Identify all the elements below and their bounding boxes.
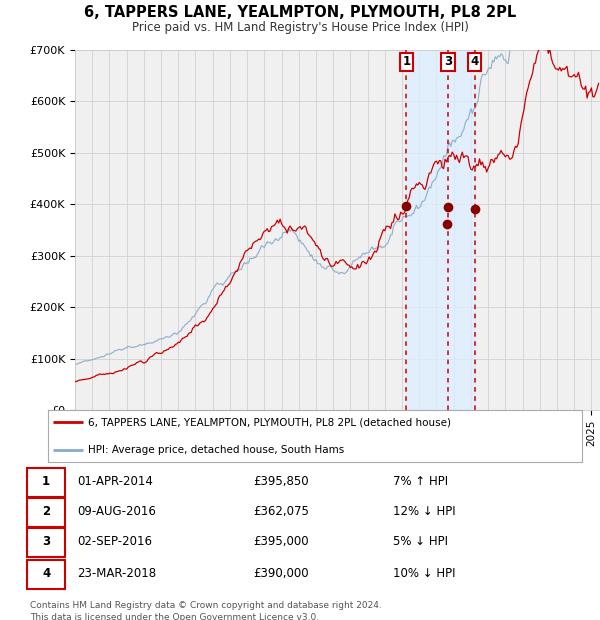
FancyBboxPatch shape [27, 497, 65, 527]
FancyBboxPatch shape [27, 560, 65, 590]
Text: £395,850: £395,850 [253, 475, 309, 488]
Text: 01-APR-2014: 01-APR-2014 [77, 475, 154, 488]
Text: £390,000: £390,000 [253, 567, 309, 580]
Text: Contains HM Land Registry data © Crown copyright and database right 2024.: Contains HM Land Registry data © Crown c… [30, 601, 382, 611]
Text: 1: 1 [402, 55, 410, 68]
Text: This data is licensed under the Open Government Licence v3.0.: This data is licensed under the Open Gov… [30, 613, 319, 620]
Text: £362,075: £362,075 [253, 505, 309, 518]
Text: 3: 3 [444, 55, 452, 68]
Text: 6, TAPPERS LANE, YEALMPTON, PLYMOUTH, PL8 2PL (detached house): 6, TAPPERS LANE, YEALMPTON, PLYMOUTH, PL… [88, 417, 451, 427]
Text: 7% ↑ HPI: 7% ↑ HPI [392, 475, 448, 488]
Text: Price paid vs. HM Land Registry's House Price Index (HPI): Price paid vs. HM Land Registry's House … [131, 21, 469, 34]
Text: 4: 4 [470, 55, 479, 68]
Bar [406, 50, 475, 410]
Text: 12% ↓ HPI: 12% ↓ HPI [392, 505, 455, 518]
Text: 23-MAR-2018: 23-MAR-2018 [77, 567, 157, 580]
Text: 1: 1 [42, 475, 50, 488]
Text: £395,000: £395,000 [253, 534, 309, 547]
Text: 6, TAPPERS LANE, YEALMPTON, PLYMOUTH, PL8 2PL: 6, TAPPERS LANE, YEALMPTON, PLYMOUTH, PL… [84, 5, 516, 20]
Text: HPI: Average price, detached house, South Hams: HPI: Average price, detached house, Sout… [88, 445, 344, 454]
FancyBboxPatch shape [27, 528, 65, 557]
Text: 09-AUG-2016: 09-AUG-2016 [77, 505, 157, 518]
Text: 5% ↓ HPI: 5% ↓ HPI [392, 534, 448, 547]
FancyBboxPatch shape [27, 467, 65, 497]
Text: 10% ↓ HPI: 10% ↓ HPI [392, 567, 455, 580]
Text: 4: 4 [42, 567, 50, 580]
Text: 02-SEP-2016: 02-SEP-2016 [77, 534, 152, 547]
Text: 2: 2 [42, 505, 50, 518]
Text: 3: 3 [42, 534, 50, 547]
